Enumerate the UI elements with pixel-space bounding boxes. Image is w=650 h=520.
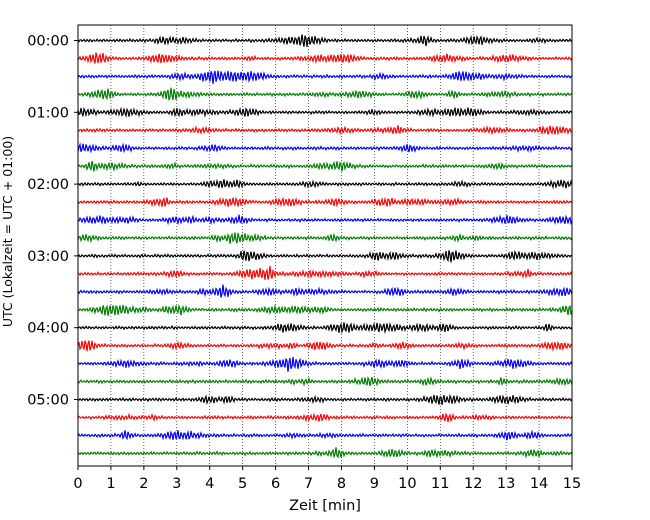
trace-line (77, 429, 573, 441)
trace-line (77, 284, 573, 298)
x-tick-label: 11 (431, 476, 449, 492)
x-tick-label: 10 (398, 476, 416, 492)
trace-line (77, 265, 573, 280)
trace-line (77, 106, 573, 119)
trace-line (77, 196, 573, 208)
trace-line (77, 70, 573, 84)
x-tick-label: 0 (73, 476, 82, 492)
trace-line (77, 356, 573, 372)
x-tick-label: 15 (563, 476, 581, 492)
trace-line (77, 375, 573, 387)
y-tick-label: 05:00 (27, 393, 69, 409)
trace-line (77, 34, 573, 47)
y-axis-label: UTC (Lokalzeit = UTC + 01:00) (0, 136, 15, 327)
trace-line (77, 393, 573, 405)
x-tick-label: 3 (172, 476, 181, 492)
x-axis-label: Zeit [min] (289, 498, 361, 514)
y-tick-label: 02:00 (27, 177, 69, 193)
y-axis: 00:00 01:00 02:00 03:00 04:00 05:00 (27, 34, 78, 409)
x-tick-label: 1 (106, 476, 115, 492)
x-axis: 0 1 2 3 4 5 6 7 8 9 10 11 12 13 14 15 (73, 466, 581, 492)
trace-line (77, 447, 573, 459)
x-tick-label: 2 (139, 476, 148, 492)
y-tick-label: 01:00 (27, 105, 69, 121)
trace-group (77, 34, 573, 459)
x-tick-label: 5 (238, 476, 247, 492)
trace-line (77, 303, 573, 316)
plot-frame (77, 24, 573, 467)
trace-line (77, 322, 573, 335)
trace-line (77, 87, 573, 101)
y-tick-label: 03:00 (27, 249, 69, 265)
x-tick-label: 12 (464, 476, 482, 492)
x-tick-label: 4 (205, 476, 214, 492)
trace-line (77, 214, 573, 226)
trace-line (77, 124, 573, 136)
x-tick-label: 9 (370, 476, 379, 492)
x-tick-label: 14 (530, 476, 548, 492)
y-tick-label: 00:00 (27, 34, 69, 50)
trace-line (77, 142, 573, 154)
trace-line (77, 160, 573, 172)
x-tick-label: 7 (304, 476, 313, 492)
y-tick-label: 04:00 (27, 321, 69, 337)
trace-line (77, 412, 573, 423)
trace-line (77, 232, 573, 244)
x-tick-label: 8 (337, 476, 346, 492)
trace-line (77, 340, 573, 352)
trace-line (77, 52, 573, 65)
x-tick-label: 6 (271, 476, 280, 492)
trace-line (77, 249, 573, 263)
trace-line (77, 178, 573, 190)
x-tick-label: 13 (497, 476, 515, 492)
